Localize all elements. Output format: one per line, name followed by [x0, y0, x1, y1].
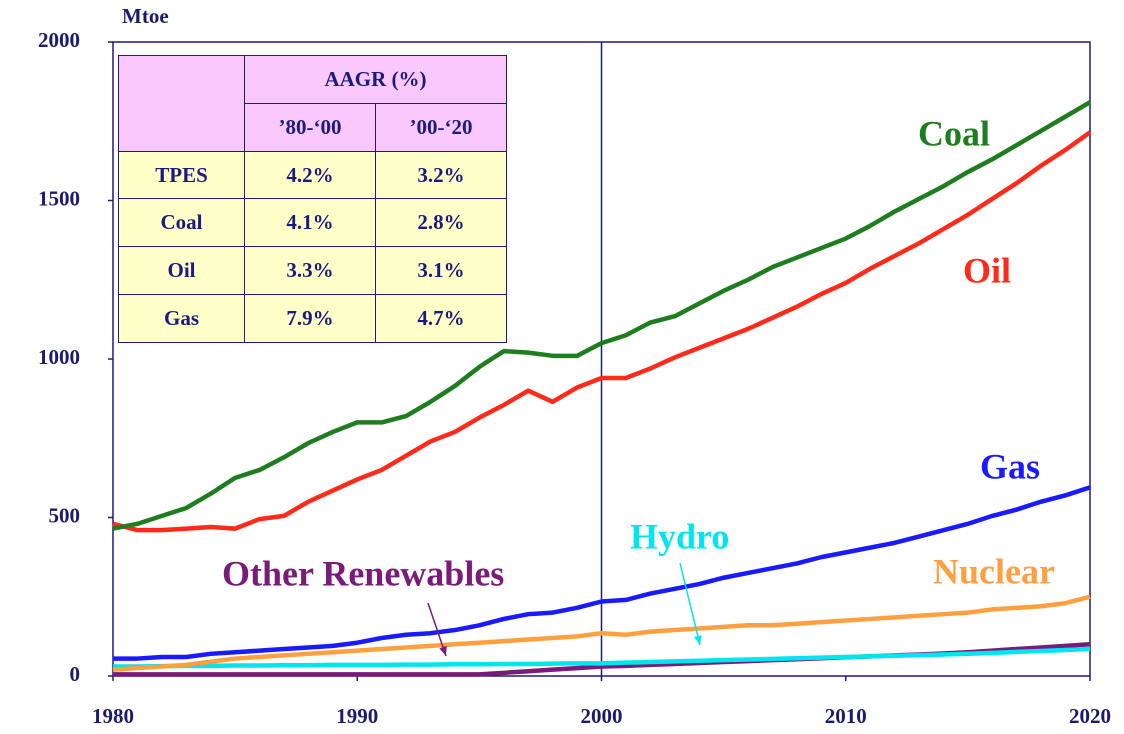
x-tick-label: 2020	[1069, 704, 1111, 728]
x-tick-label: 2010	[825, 704, 867, 728]
series-label: Hydro	[630, 516, 729, 556]
table-cell: TPES	[118, 150, 245, 200]
y-tick-label: 500	[49, 503, 81, 527]
table-cell: 3.1%	[375, 246, 507, 296]
x-tick-label: 1980	[92, 704, 134, 728]
y-tick-label: 1500	[38, 186, 80, 210]
series-line	[113, 646, 1091, 669]
arrow	[679, 562, 701, 646]
table-header: AAGR (%)	[244, 55, 507, 104]
table-cell: Coal	[118, 198, 245, 248]
corner-cell	[118, 55, 245, 152]
table-cell: Gas	[118, 294, 245, 343]
series-label: Coal	[918, 113, 990, 153]
series-line	[112, 594, 1091, 672]
series-label: Oil	[963, 250, 1011, 290]
x-tick-label: 1990	[336, 704, 378, 728]
arrow	[427, 602, 447, 657]
y-tick-label: 0	[70, 662, 81, 686]
table-cell: Oil	[118, 246, 245, 296]
y-tick-label: 1000	[38, 345, 80, 369]
series-label: Gas	[980, 446, 1040, 486]
table-cell: 4.7%	[375, 294, 507, 343]
x-tick-label: 2000	[581, 704, 623, 728]
table-cell: 3.2%	[375, 150, 507, 200]
arrow-head	[439, 646, 447, 656]
table-cell: 2.8%	[375, 198, 507, 248]
table-subheader: ’80-‘00	[244, 102, 376, 152]
table-cell: 4.2%	[244, 150, 376, 200]
aagr-table: AAGR (%) ’80-‘00 ’00-‘20 TPES 4.2% 3.2% Co…	[118, 55, 507, 343]
table-cell: 7.9%	[244, 294, 376, 343]
table-subheader: ’00-‘20	[375, 102, 507, 152]
arrow-head	[694, 635, 702, 645]
series-line	[113, 485, 1091, 661]
y-tick-label: 2000	[38, 28, 80, 52]
series-label: Nuclear	[933, 551, 1055, 591]
series-label: Other Renewables	[222, 553, 504, 593]
table-cell: 3.3%	[244, 246, 376, 296]
series-line	[112, 100, 1092, 531]
series-line	[112, 130, 1092, 533]
table-cell: 4.1%	[244, 198, 376, 248]
y-axis-label: Mtoe	[122, 4, 169, 28]
